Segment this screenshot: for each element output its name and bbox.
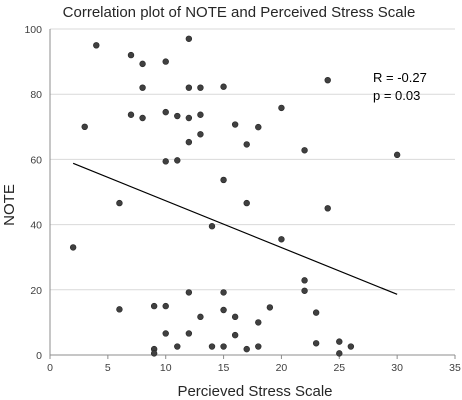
y-tick-label: 40 <box>30 220 42 232</box>
data-point <box>93 42 100 49</box>
y-tick-label: 20 <box>30 285 42 297</box>
data-point <box>324 205 331 212</box>
x-tick-label: 15 <box>218 362 230 374</box>
data-point <box>116 306 123 313</box>
data-point <box>185 35 193 42</box>
data-point <box>336 338 343 345</box>
data-point <box>174 112 181 120</box>
x-tick-label: 0 <box>47 362 53 374</box>
x-tick-label: 30 <box>391 362 403 374</box>
data-point <box>174 157 181 164</box>
data-point <box>231 313 239 321</box>
y-tick-label: 60 <box>30 154 42 166</box>
data-point <box>255 319 262 326</box>
trendline-group <box>72 162 398 295</box>
data-point <box>231 121 239 128</box>
x-tick-label: 35 <box>449 362 461 374</box>
data-point <box>208 343 216 350</box>
data-point <box>197 111 204 118</box>
data-point <box>162 330 169 337</box>
data-point <box>266 304 274 311</box>
data-point <box>336 350 343 357</box>
data-point <box>312 309 320 316</box>
data-point <box>174 343 181 350</box>
data-point <box>220 306 227 314</box>
data-point <box>231 331 239 339</box>
data-point <box>116 199 123 207</box>
x-tick-label: 5 <box>105 362 111 374</box>
data-point <box>185 84 193 91</box>
data-point <box>139 84 146 91</box>
data-point <box>162 302 169 310</box>
data-point <box>301 287 308 294</box>
annotations: R = -0.27 p = 0.03 <box>373 70 427 103</box>
data-point <box>150 350 158 357</box>
data-point <box>69 244 77 251</box>
data-point <box>185 114 193 122</box>
x-axis-label: Percieved Stress Scale <box>177 383 332 400</box>
data-point <box>220 343 227 350</box>
x-tick-label: 10 <box>160 362 172 374</box>
y-tick-label: 100 <box>24 24 42 36</box>
y-tick-label: 80 <box>30 89 42 101</box>
chart-title: Correlation plot of NOTE and Perceived S… <box>63 4 416 21</box>
data-point <box>197 84 204 91</box>
tick-labels: 0 20 40 60 80 100 0 5 10 15 20 25 30 35 <box>24 24 461 374</box>
x-tick-label: 25 <box>333 362 345 374</box>
data-point <box>139 114 146 122</box>
data-point <box>243 141 250 148</box>
x-tick-label: 20 <box>276 362 288 374</box>
data-point <box>220 176 227 184</box>
data-points <box>69 35 401 357</box>
data-point <box>162 58 169 65</box>
data-point <box>347 343 355 350</box>
data-point <box>162 158 169 165</box>
correlation-r-label: R = -0.27 <box>373 70 427 85</box>
data-point <box>255 343 262 350</box>
data-point <box>278 236 285 243</box>
data-point <box>301 277 308 284</box>
data-point <box>243 199 250 207</box>
gridlines <box>50 28 455 291</box>
data-point <box>243 345 250 353</box>
data-point <box>197 313 204 321</box>
data-point <box>278 104 285 112</box>
y-axis-label: NOTE <box>1 184 18 226</box>
data-point <box>127 51 135 59</box>
data-point <box>255 123 262 131</box>
y-tick-label: 0 <box>36 350 42 362</box>
data-point <box>185 330 193 337</box>
p-value-label: p = 0.03 <box>373 88 420 103</box>
data-point <box>301 147 308 154</box>
data-point <box>162 108 169 116</box>
data-point <box>197 131 204 138</box>
data-point <box>150 302 158 310</box>
data-point <box>127 111 135 118</box>
data-point <box>324 76 331 84</box>
data-point <box>185 138 193 146</box>
data-point <box>393 151 401 159</box>
data-point <box>185 289 193 296</box>
data-point <box>220 289 227 296</box>
data-point <box>312 340 320 347</box>
axes <box>49 29 456 359</box>
data-point <box>81 123 88 131</box>
data-point <box>208 223 216 230</box>
data-point <box>139 60 146 68</box>
data-point <box>220 83 227 90</box>
trendline <box>72 162 398 295</box>
